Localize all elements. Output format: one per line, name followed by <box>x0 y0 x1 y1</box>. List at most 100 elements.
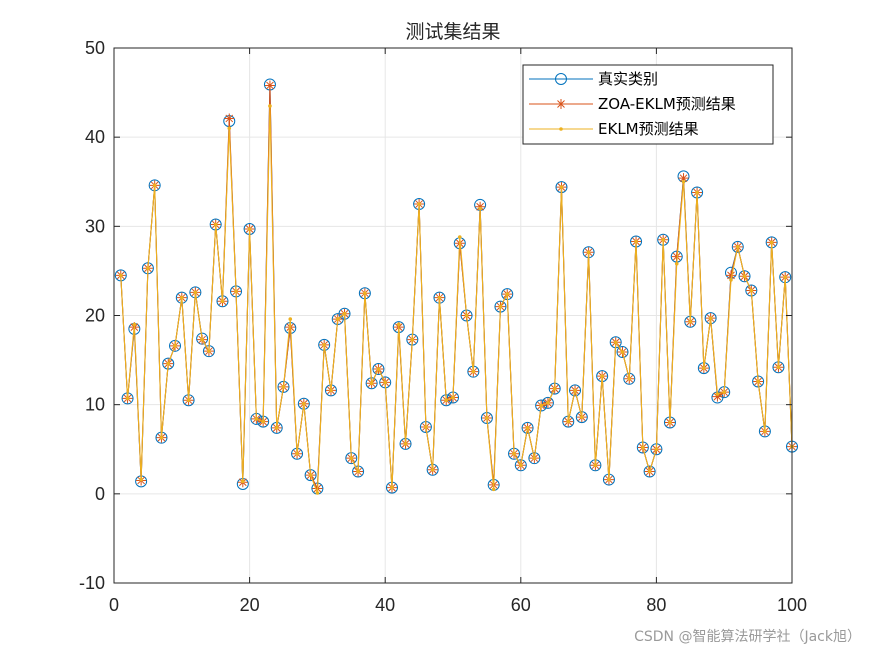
data-point-dot <box>342 311 347 316</box>
data-point-dot <box>125 396 130 401</box>
series-2 <box>118 104 794 495</box>
legend-entry-2: EKLM预测结果 <box>529 120 699 138</box>
y-tick-label: 40 <box>85 127 105 147</box>
data-point-dot <box>363 291 367 296</box>
data-point-dot <box>302 401 306 406</box>
data-point-dot <box>478 206 482 211</box>
data-point-dot <box>491 487 496 492</box>
data-point-dot <box>661 237 665 242</box>
data-point-dot <box>261 419 265 424</box>
data-point-circle <box>738 270 751 283</box>
data-point-dot <box>566 419 571 424</box>
data-point-dot <box>390 485 394 490</box>
data-point-dot <box>322 343 326 347</box>
data-point-circle <box>541 396 554 409</box>
y-tick-label: 30 <box>85 216 105 236</box>
data-point-dot <box>396 322 401 327</box>
data-point-dot <box>559 185 564 189</box>
data-point-star <box>678 173 689 184</box>
data-point-dot <box>254 417 259 421</box>
data-point-dot <box>647 469 652 474</box>
data-point-dot <box>546 401 550 405</box>
data-point-dot <box>132 322 137 327</box>
data-point-dot <box>654 447 659 452</box>
data-point-dot <box>756 379 760 384</box>
data-point-dot <box>695 190 699 195</box>
legend-marker-circle <box>555 73 567 85</box>
data-point-circle <box>616 346 629 359</box>
legend: 真实类别 ZOA-EKLM预测结果 EKLM预测结果 <box>522 64 774 145</box>
x-tick-label: 0 <box>109 595 119 615</box>
data-point-circle <box>643 465 656 478</box>
data-point-star <box>725 270 736 281</box>
y-tick-label: 10 <box>85 395 105 415</box>
data-point-star <box>224 113 235 124</box>
data-point-dot <box>600 374 604 378</box>
x-tick-label: 40 <box>375 595 395 615</box>
data-point-dot <box>349 456 354 460</box>
data-point-dot <box>763 429 767 434</box>
data-point-dot <box>247 227 252 231</box>
data-point-circle <box>521 421 534 434</box>
y-tick-label: -10 <box>79 573 105 593</box>
data-point-dot <box>498 304 503 309</box>
data-point-dot <box>634 239 638 244</box>
data-point-dot <box>552 386 557 391</box>
data-point-dot <box>444 398 449 403</box>
data-point-dot <box>295 451 299 456</box>
data-point-dot <box>586 250 591 254</box>
data-point-dot <box>430 467 435 472</box>
legend-entry-0: 真实类别 <box>529 70 658 88</box>
data-point-dot <box>627 377 632 381</box>
data-point-dot <box>335 317 340 321</box>
data-point-dot <box>410 337 415 342</box>
data-point-dot <box>180 295 184 300</box>
chart-title: 测试集结果 <box>405 21 500 43</box>
legend-label: EKLM预测结果 <box>598 120 699 138</box>
data-point-dot <box>580 415 584 419</box>
x-tick-label: 100 <box>777 595 807 615</box>
data-point-dot <box>769 240 774 245</box>
data-point-dot <box>620 350 625 354</box>
data-point-dot <box>308 473 313 477</box>
data-point-dot <box>674 261 679 266</box>
data-point-dot <box>607 477 611 482</box>
data-point-dot <box>241 479 245 484</box>
data-point-dot <box>193 290 198 295</box>
data-point-dot <box>593 463 598 468</box>
data-point-dot <box>356 469 360 474</box>
data-point-dot <box>173 344 177 348</box>
data-point-dot <box>688 319 693 324</box>
data-point-dot <box>742 274 747 279</box>
data-point-dot <box>708 316 713 320</box>
data-point-dot <box>722 390 726 394</box>
data-point-dot <box>681 179 686 184</box>
data-point-dot <box>227 126 232 131</box>
data-point-dot <box>613 340 618 345</box>
data-point-dot <box>207 349 211 353</box>
data-point-dot <box>715 392 720 396</box>
axes <box>113 47 793 584</box>
data-point-dot <box>485 416 489 420</box>
legend-label: ZOA-EKLM预测结果 <box>598 95 736 113</box>
data-point-dot <box>532 456 537 460</box>
data-point-circle <box>731 240 744 253</box>
data-point-dot <box>519 463 523 468</box>
data-point-circle <box>169 339 182 352</box>
data-point-dot <box>268 104 272 108</box>
data-point-dot <box>152 183 157 188</box>
x-tick-label: 60 <box>511 595 531 615</box>
data-point-dot <box>383 380 388 385</box>
series-line <box>120 105 793 494</box>
data-point-dot <box>288 317 293 321</box>
data-point-circle <box>569 384 582 397</box>
data-point-dot <box>315 491 320 495</box>
x-tick-label: 20 <box>240 595 260 615</box>
legend-marker-dot <box>559 127 563 131</box>
data-point-dot <box>505 292 510 296</box>
data-point-dot <box>417 202 421 206</box>
data-point-star <box>671 251 682 262</box>
data-point-dot <box>539 403 543 408</box>
data-point-dot <box>403 442 408 446</box>
data-point-dot <box>146 266 150 271</box>
